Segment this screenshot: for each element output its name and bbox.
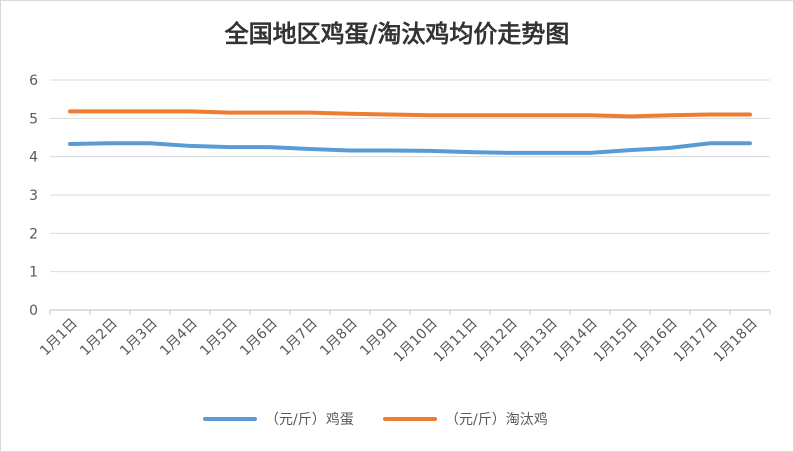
y-tick-label: 2 — [29, 226, 38, 242]
y-tick-label: 1 — [29, 265, 38, 281]
x-axis-tick-labels: 1月1日1月2日1月3日1月4日1月5日1月6日1月7日1月8日1月9日1月10… — [37, 316, 761, 366]
y-tick-label: 3 — [29, 188, 38, 204]
grid-lines — [49, 79, 771, 315]
y-tick-label: 4 — [29, 150, 38, 166]
chart-title: 全国地区鸡蛋/淘汰鸡均价走势图 — [224, 20, 570, 48]
y-tick-label: 0 — [29, 303, 38, 319]
y-tick-label: 5 — [29, 111, 38, 127]
series-line-1 — [68, 109, 752, 119]
x-tick-label: 1月6日 — [237, 316, 281, 360]
x-tick-label: 1月7日 — [277, 316, 321, 360]
x-tick-label: 1月8日 — [317, 316, 361, 360]
series-lines — [68, 109, 752, 155]
x-tick-label: 1月4日 — [157, 316, 201, 360]
legend-label: （元/斤）淘汰鸡 — [445, 411, 548, 428]
y-axis-tick-labels: 0 1 2 3 4 5 6 — [29, 73, 38, 319]
x-tick-label: 1月3日 — [117, 316, 161, 360]
legend: （元/斤）鸡蛋 （元/斤）淘汰鸡 — [203, 411, 548, 428]
x-tick-label: 1月18日 — [711, 316, 761, 366]
series-line-0 — [68, 141, 752, 155]
legend-label: （元/斤）鸡蛋 — [265, 411, 354, 428]
x-tick-label: 1月2日 — [77, 316, 121, 360]
x-tick-label: 1月5日 — [197, 316, 241, 360]
x-tick-label: 1月1日 — [37, 316, 81, 360]
y-tick-label: 6 — [29, 73, 38, 89]
